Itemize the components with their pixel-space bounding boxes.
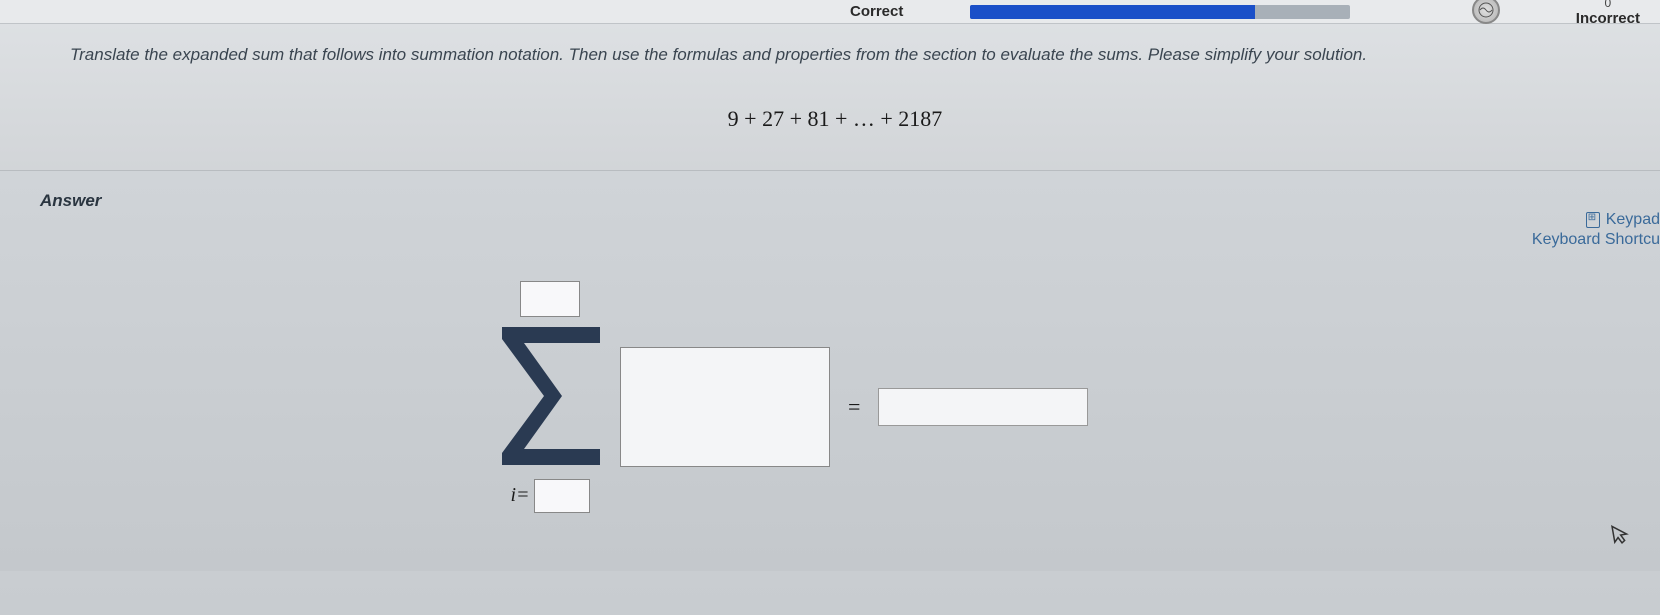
answer-heading: Answer	[40, 191, 1620, 211]
keypad-links: Keypad Keyboard Shortcu	[1532, 211, 1660, 249]
sigma-icon	[490, 321, 610, 471]
keyboard-shortcut-link[interactable]: Keyboard Shortcu	[1532, 231, 1660, 249]
keypad-label: Keypad	[1606, 211, 1660, 229]
summation-container: i= =	[490, 281, 1088, 513]
globe-icon	[1477, 1, 1495, 19]
lower-limit-group: i=	[510, 479, 589, 513]
question-text: Translate the expanded sum that follows …	[70, 42, 1600, 68]
top-bar: Correct 0 Incorrect	[0, 0, 1660, 24]
answer-section: Answer Keypad Keyboard Shortcu i= =	[0, 171, 1660, 571]
equals-sign: =	[848, 394, 860, 420]
progress-bar	[970, 5, 1350, 19]
keypad-icon	[1586, 212, 1600, 228]
term-input[interactable]	[620, 347, 830, 467]
equation-display: 9 + 27 + 81 + … + 2187	[70, 106, 1600, 132]
correct-label: Correct	[850, 3, 903, 20]
incorrect-group: 0 Incorrect	[1576, 0, 1640, 27]
upper-limit-input[interactable]	[520, 281, 580, 317]
incorrect-count: 0	[1576, 0, 1640, 10]
keypad-button[interactable]: Keypad	[1532, 211, 1660, 229]
cursor-icon	[1610, 521, 1633, 552]
progress-fill	[970, 5, 1255, 19]
status-icon	[1472, 0, 1500, 24]
question-area: Translate the expanded sum that follows …	[0, 24, 1660, 171]
lower-limit-input[interactable]	[534, 479, 590, 513]
sigma-wrapper: i=	[490, 281, 610, 513]
lower-prefix: i=	[510, 484, 529, 507]
incorrect-label: Incorrect	[1576, 10, 1640, 27]
result-input[interactable]	[878, 388, 1088, 426]
